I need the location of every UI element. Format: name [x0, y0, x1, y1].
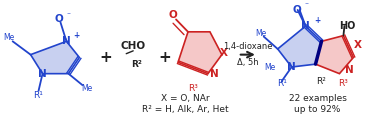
- Text: Me: Me: [81, 84, 92, 93]
- Text: R³: R³: [338, 79, 349, 88]
- Text: X: X: [220, 48, 228, 58]
- Text: up to 92%: up to 92%: [294, 105, 341, 114]
- Text: R³: R³: [188, 84, 198, 93]
- Text: N: N: [287, 62, 296, 72]
- Text: O: O: [169, 10, 177, 20]
- Text: Me: Me: [3, 33, 14, 42]
- Polygon shape: [278, 26, 322, 67]
- Text: N: N: [38, 69, 47, 79]
- Text: Me: Me: [255, 29, 266, 38]
- Text: Me: Me: [264, 63, 275, 72]
- Text: 1,4-dioxane: 1,4-dioxane: [223, 42, 273, 51]
- Text: ⁻: ⁻: [67, 10, 70, 19]
- Text: O: O: [292, 5, 301, 15]
- Text: N: N: [301, 21, 310, 31]
- Text: HO: HO: [339, 21, 356, 31]
- Polygon shape: [31, 41, 79, 74]
- Text: N: N: [209, 69, 218, 79]
- Text: X = O, NAr: X = O, NAr: [161, 94, 209, 103]
- Text: R¹: R¹: [277, 79, 287, 88]
- Text: ⁻: ⁻: [305, 1, 308, 10]
- Text: +: +: [99, 50, 112, 65]
- Text: N: N: [62, 36, 71, 46]
- Text: R²: R²: [131, 60, 142, 69]
- Text: R²: R²: [316, 77, 327, 86]
- Text: O: O: [54, 14, 63, 24]
- Text: N: N: [345, 65, 354, 75]
- Polygon shape: [178, 32, 222, 74]
- Text: X: X: [353, 40, 361, 50]
- Text: +: +: [73, 31, 79, 40]
- Text: R² = H, Alk, Ar, Het: R² = H, Alk, Ar, Het: [142, 105, 228, 114]
- Text: +: +: [314, 16, 321, 25]
- Text: R¹: R¹: [34, 91, 43, 100]
- Text: +: +: [159, 50, 172, 65]
- Text: CHO: CHO: [121, 41, 146, 51]
- Text: 22 examples: 22 examples: [288, 94, 347, 103]
- Polygon shape: [316, 36, 353, 74]
- Text: Δ, 5h: Δ, 5h: [237, 58, 259, 67]
